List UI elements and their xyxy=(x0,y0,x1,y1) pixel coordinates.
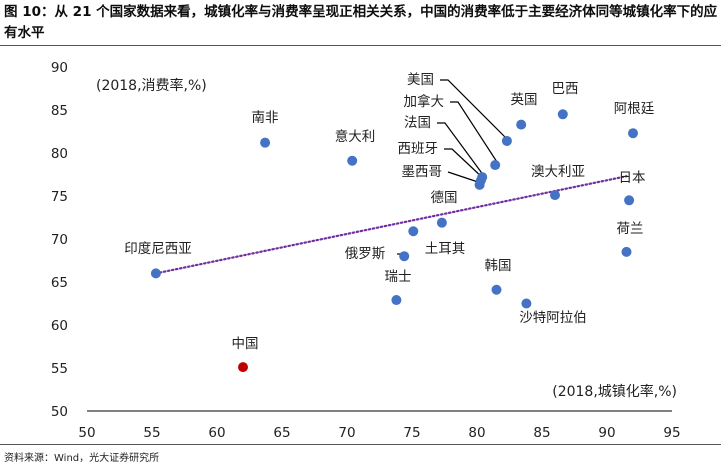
point-label: 意大利 xyxy=(335,128,376,145)
data-point xyxy=(436,217,447,228)
point-label: 瑞士 xyxy=(385,269,412,285)
y-tick-label: 90 xyxy=(51,60,68,76)
point-label: 南非 xyxy=(252,110,279,126)
y-tick-label: 65 xyxy=(51,275,68,291)
x-axis-label: (2018,城镇化率,%) xyxy=(552,383,677,400)
point-label: 加拿大 xyxy=(404,93,445,110)
x-tick-label: 95 xyxy=(663,425,680,441)
point-label: 土耳其 xyxy=(425,241,466,257)
point-label: 荷兰 xyxy=(617,221,644,237)
data-points xyxy=(150,109,638,373)
y-tick-label: 50 xyxy=(51,404,68,420)
y-tick-label: 60 xyxy=(51,318,68,334)
data-point xyxy=(628,128,638,139)
bottom-divider xyxy=(0,444,721,445)
data-point xyxy=(501,135,512,146)
data-point xyxy=(621,246,632,257)
point-label: 墨西哥 xyxy=(402,164,443,180)
leader-line xyxy=(437,122,485,177)
point-label: 俄罗斯 xyxy=(345,246,386,262)
point-label: 韩国 xyxy=(485,258,512,274)
data-point xyxy=(260,137,271,148)
data-point xyxy=(516,119,527,130)
data-point xyxy=(474,179,485,190)
point-label: 中国 xyxy=(232,336,259,352)
y-axis-label: (2018,消费率,%) xyxy=(96,77,207,94)
point-label: 日本 xyxy=(619,170,647,186)
y-tick-label: 70 xyxy=(51,232,68,248)
x-tick-label: 80 xyxy=(468,425,485,441)
data-point xyxy=(150,268,161,279)
point-label: 英国 xyxy=(511,91,538,108)
point-label: 巴西 xyxy=(552,81,579,97)
data-point xyxy=(347,155,358,166)
x-tick-label: 85 xyxy=(533,425,550,441)
x-tick-label: 75 xyxy=(403,425,420,441)
highlight-point xyxy=(238,362,248,373)
data-point xyxy=(557,109,568,120)
data-point xyxy=(408,226,419,237)
data-point xyxy=(521,298,532,309)
x-tick-label: 55 xyxy=(143,425,160,441)
trendline xyxy=(154,175,628,275)
point-label: 美国 xyxy=(407,72,434,88)
point-label: 沙特阿拉伯 xyxy=(519,310,587,326)
y-tick-label: 75 xyxy=(51,189,68,205)
leader-line xyxy=(440,79,509,141)
point-label: 印度尼西亚 xyxy=(124,241,192,257)
leader-line xyxy=(447,171,482,184)
y-tick-label: 80 xyxy=(51,146,68,162)
x-tick-label: 65 xyxy=(273,425,290,441)
x-tick-label: 60 xyxy=(208,425,225,441)
source-note: 资料来源：Wind，光大证券研究所 xyxy=(4,453,160,464)
x-tick-label: 70 xyxy=(338,425,355,441)
leader-line xyxy=(450,101,498,163)
data-point xyxy=(391,295,402,306)
y-tick-label: 85 xyxy=(51,103,68,119)
point-label: 德国 xyxy=(431,190,458,206)
data-point xyxy=(550,190,560,201)
x-tick-label: 50 xyxy=(78,425,95,441)
y-tick-labels: 50 55 60 65 70 75 80 85 90 xyxy=(51,60,68,420)
data-point xyxy=(491,284,502,295)
x-tick-labels: 50 55 60 65 70 75 80 85 90 95 xyxy=(78,425,680,441)
figure-title: 图 10：从 21 个国家数据来看，城镇化率与消费率呈现正相关关系，中国的消费率… xyxy=(4,4,718,41)
point-label: 阿根廷 xyxy=(614,101,655,117)
top-divider xyxy=(0,45,721,46)
leader-line xyxy=(444,148,485,180)
y-tick-label: 55 xyxy=(51,361,68,377)
point-label: 法国 xyxy=(404,115,431,131)
point-label: 澳大利亚 xyxy=(531,164,585,180)
x-tick-label: 90 xyxy=(598,425,615,441)
data-point xyxy=(490,160,501,171)
point-label: 西班牙 xyxy=(398,141,439,157)
data-point xyxy=(399,251,410,262)
data-point xyxy=(624,195,635,206)
